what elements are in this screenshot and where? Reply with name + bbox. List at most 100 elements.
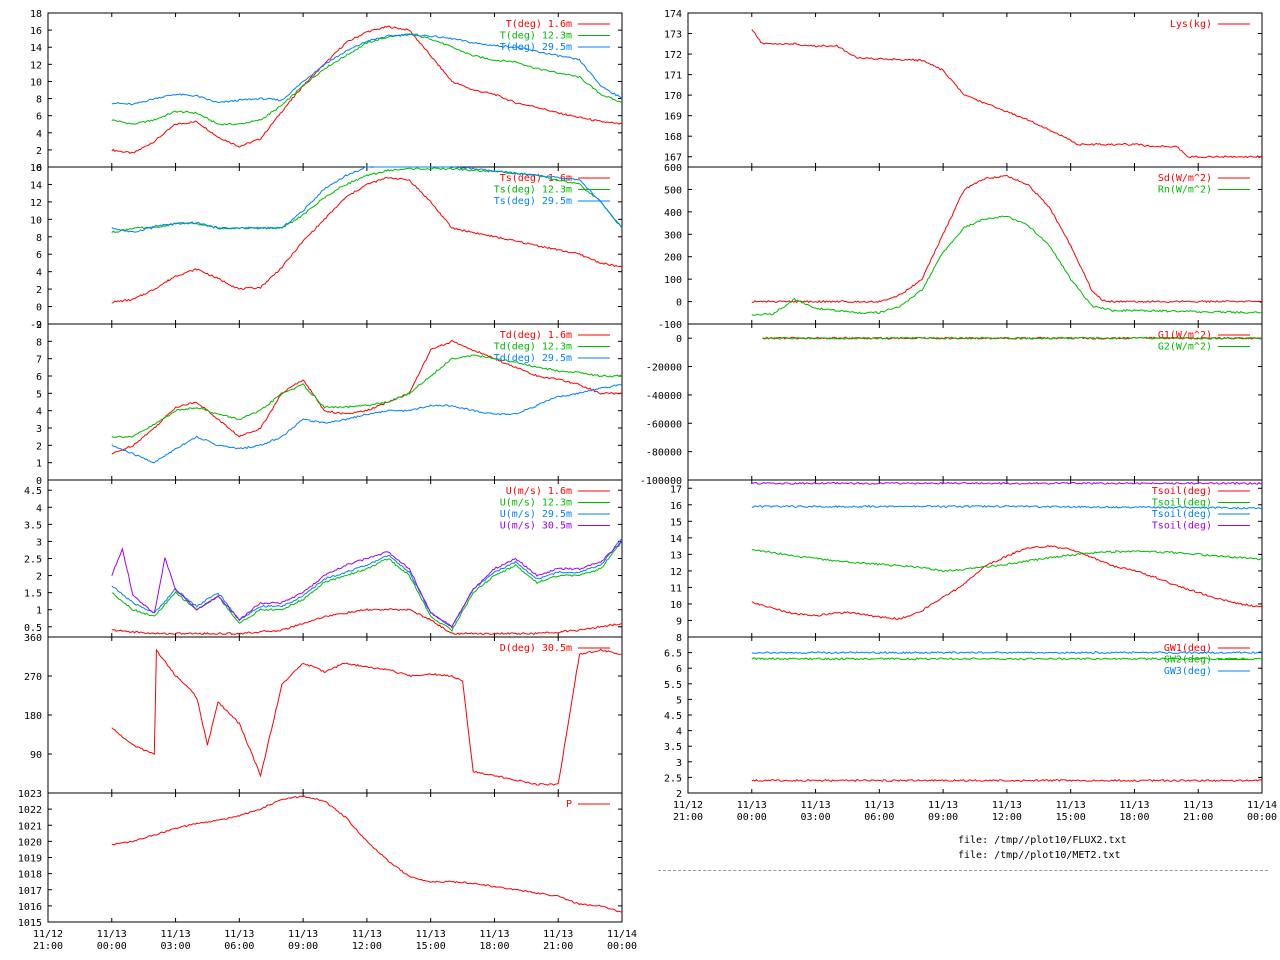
y-tick-label: 1020 [18, 837, 42, 848]
y-tick-label: 8 [36, 233, 42, 244]
y-tick-label: 12 [670, 567, 682, 578]
y-tick-label: -2 [30, 320, 42, 331]
series-line [111, 795, 623, 913]
y-tick-label: 0 [676, 298, 682, 309]
file-path-flux: file: /tmp//plot10/FLUX2.txt [958, 835, 1127, 846]
legend-label: U(m/s) 12.3m [500, 498, 572, 509]
series-line [751, 215, 1263, 316]
file-path-met: file: /tmp//plot10/MET2.txt [958, 850, 1121, 861]
y-tick-label: 3 [36, 424, 42, 435]
x-tick-time: 21:00 [673, 812, 703, 823]
y-tick-label: 16 [30, 163, 42, 174]
y-tick-label: -40000 [646, 391, 682, 402]
y-tick-label: -20000 [646, 363, 682, 374]
x-tick-date: 11/13 [543, 929, 573, 940]
y-tick-label: 5.5 [664, 680, 682, 691]
y-tick-label: 3.5 [24, 520, 42, 531]
y-tick-label: 1017 [18, 886, 42, 897]
legend-label: U(m/s) 29.5m [500, 509, 572, 520]
plot-frame [47, 792, 623, 923]
y-tick-label: 2 [676, 789, 682, 800]
y-tick-label: 9 [676, 616, 682, 627]
series-line [111, 384, 623, 464]
y-tick-label: 167 [664, 153, 682, 164]
y-tick-label: 6.5 [664, 649, 682, 660]
y-tick-label: 14 [30, 43, 42, 54]
x-tick-date: 11/13 [352, 929, 382, 940]
y-tick-label: 3 [676, 758, 682, 769]
legend-label: Tsoil(deg) [1152, 521, 1212, 532]
y-tick-label: 600 [664, 163, 682, 174]
x-tick-date: 11/13 [479, 929, 509, 940]
y-tick-label: 14 [30, 180, 42, 191]
legend-label: Ts(deg) 12.3m [494, 185, 572, 196]
x-tick-time: 12:00 [992, 812, 1022, 823]
series-line [111, 33, 623, 126]
series-line [751, 29, 1263, 159]
y-tick-label: 1018 [18, 870, 42, 881]
y-tick-label: 174 [664, 9, 682, 20]
panel-ground-flux: -100000 -80000 -60000 -40000 -20000 0 G1(W/m^2… [640, 323, 1263, 487]
x-tick-time: 21:00 [543, 941, 573, 952]
y-tick-label: 100 [664, 275, 682, 286]
y-tick-label: 169 [664, 112, 682, 123]
y-tick-label: 4 [36, 503, 42, 514]
y-tick-label: 8 [36, 95, 42, 106]
legend-label: U(m/s) 1.6m [506, 486, 572, 497]
legend-label: D(deg) 30.5m [500, 643, 572, 654]
series-line [751, 481, 1263, 485]
x-tick-date: 11/13 [864, 800, 894, 811]
y-tick-label: 2.5 [664, 773, 682, 784]
series-line [111, 33, 623, 106]
y-tick-label: 5 [36, 389, 42, 400]
series-line [111, 339, 623, 455]
y-tick-label: 16 [670, 501, 682, 512]
x-tick-time: 15:00 [416, 941, 446, 952]
y-tick-label: 5 [676, 695, 682, 706]
y-tick-label: 4 [676, 727, 682, 738]
legend-label: Tsoil(deg) [1152, 486, 1212, 497]
y-tick-label: 180 [24, 711, 42, 722]
panel-lysimeter: 167 168 169 170 171 172 173 174 Lys(kg) [664, 9, 1263, 168]
panel-pressure: 1015 1016 1017 1018 1019 1020 1021 1022 1023 P [18, 789, 623, 929]
legend-label: Lys(kg) [1170, 19, 1212, 30]
legend-label: Ts(deg) 29.5m [494, 196, 572, 207]
legend-label: T(deg) 29.5m [500, 42, 572, 53]
legend-label: Td(deg) 1.6m [500, 330, 572, 341]
y-tick-label: 1019 [18, 854, 42, 865]
y-tick-label: 172 [664, 50, 682, 61]
y-tick-label: 8 [676, 633, 682, 644]
x-tick-date: 11/13 [161, 929, 191, 940]
series-line [111, 25, 623, 155]
x-tick-time: 21:00 [33, 941, 63, 952]
legend-label: Sd(W/m^2) [1158, 173, 1212, 184]
y-tick-label: 1022 [18, 805, 42, 816]
y-tick-label: 1016 [18, 902, 42, 913]
legend-label: Ts(deg) 1.6m [500, 173, 572, 184]
y-tick-label: 300 [664, 230, 682, 241]
x-tick-date: 11/13 [97, 929, 127, 940]
y-tick-label: 10 [30, 215, 42, 226]
y-tick-label: -80000 [646, 448, 682, 459]
x-tick-time: 03:00 [801, 812, 831, 823]
legend-label: GW3(deg) [1164, 666, 1212, 677]
x-tick-time: 06:00 [864, 812, 894, 823]
y-tick-label: 11 [670, 583, 682, 594]
panel-air-temperature: 0 2 4 6 8 10 12 14 16 18 T(deg) 1.6mT(deg) 12.3mT(… [30, 9, 623, 174]
y-tick-label: -60000 [646, 419, 682, 430]
x-tick-date: 11/13 [224, 929, 254, 940]
x-tick-time: 21:00 [1183, 812, 1213, 823]
y-tick-label: 8 [36, 337, 42, 348]
y-tick-label: 12 [30, 60, 42, 71]
legend-label: G2(W/m^2) [1158, 342, 1212, 353]
y-tick-label: 1.5 [24, 589, 42, 600]
legend-label: Tsoil(deg) [1152, 498, 1212, 509]
y-tick-label: 17 [670, 484, 682, 495]
legend-label: U(m/s) 30.5m [500, 521, 572, 532]
x-tick-time: 00:00 [97, 941, 127, 952]
y-tick-label: 10 [670, 600, 682, 611]
x-tick-date: 11/13 [1119, 800, 1149, 811]
legend-label: Td(deg) 29.5m [494, 353, 572, 364]
panel-wind-speed: 0.5 1 1.5 2 2.5 3 3.5 4 4.5 U(m/s) 1.6mU(m/s) 12.… [24, 479, 623, 638]
x-tick-time: 06:00 [224, 941, 254, 952]
